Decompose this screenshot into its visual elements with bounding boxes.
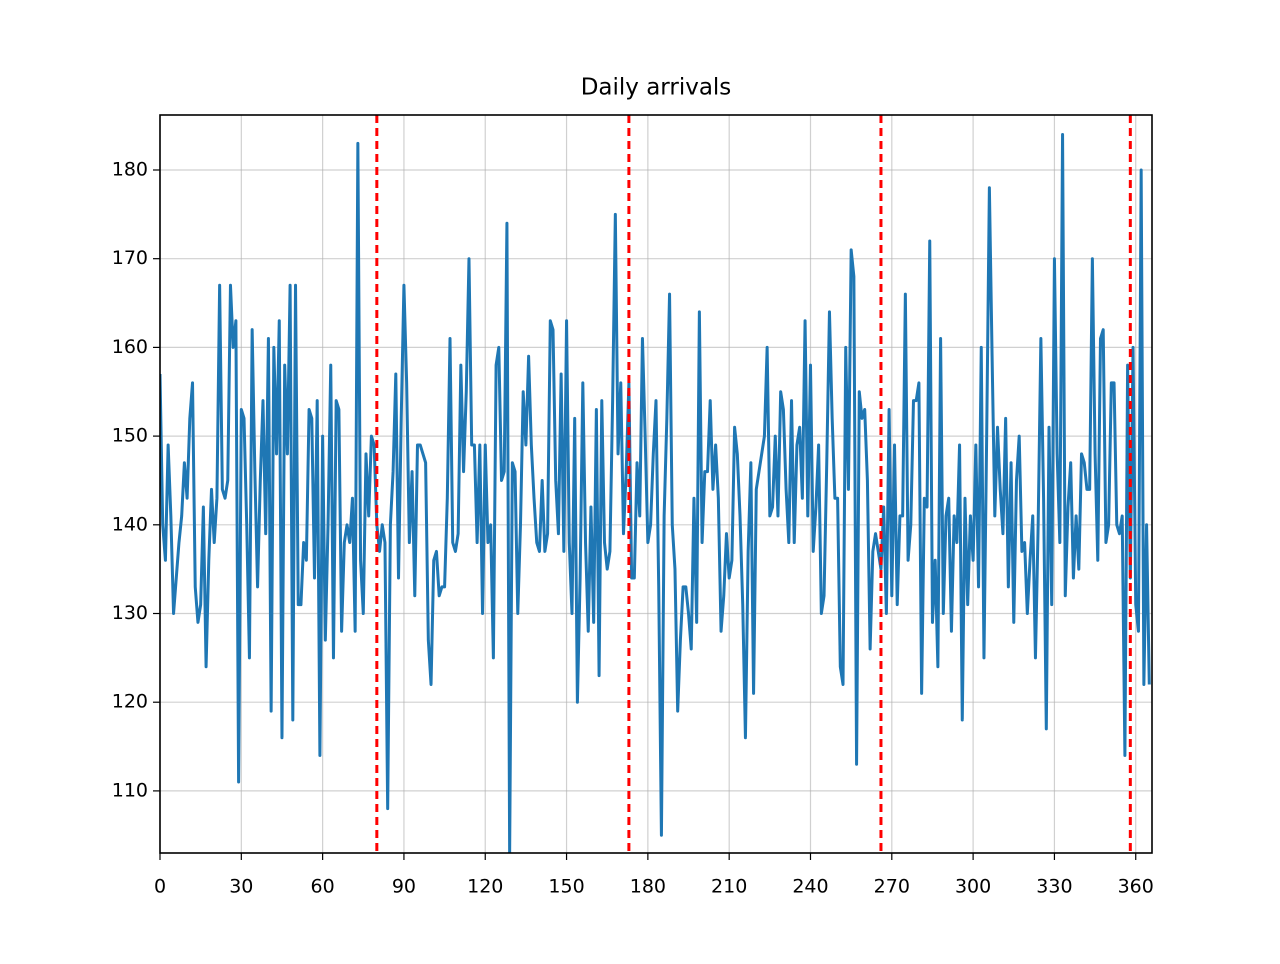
y-tick-label: 120 [112, 691, 148, 713]
x-tick-label: 360 [1118, 876, 1154, 898]
x-tick-label: 0 [154, 876, 166, 898]
plot-frame [159, 114, 1153, 854]
x-tick-label: 90 [392, 876, 416, 898]
x-tick-label: 150 [548, 876, 584, 898]
x-tick-label: 270 [874, 876, 910, 898]
data-line [160, 133, 1151, 853]
y-tick-label: 170 [112, 247, 148, 269]
x-tick-label: 210 [711, 876, 747, 898]
x-tick-label: 330 [1036, 876, 1072, 898]
y-tick-label: 110 [112, 779, 148, 801]
y-tick-label: 180 [112, 158, 148, 180]
y-tick-label: 160 [112, 336, 148, 358]
x-tick-label: 300 [955, 876, 991, 898]
x-tick-label: 240 [792, 876, 828, 898]
x-tick-label: 60 [311, 876, 335, 898]
chart-title: Daily arrivals [581, 75, 732, 101]
y-tick-label: 130 [112, 602, 148, 624]
x-tick-label: 120 [467, 876, 503, 898]
x-tick-label: 30 [229, 876, 253, 898]
x-tick-label: 180 [630, 876, 666, 898]
y-tick-label: 140 [112, 513, 148, 535]
y-tick-label: 150 [112, 425, 148, 447]
